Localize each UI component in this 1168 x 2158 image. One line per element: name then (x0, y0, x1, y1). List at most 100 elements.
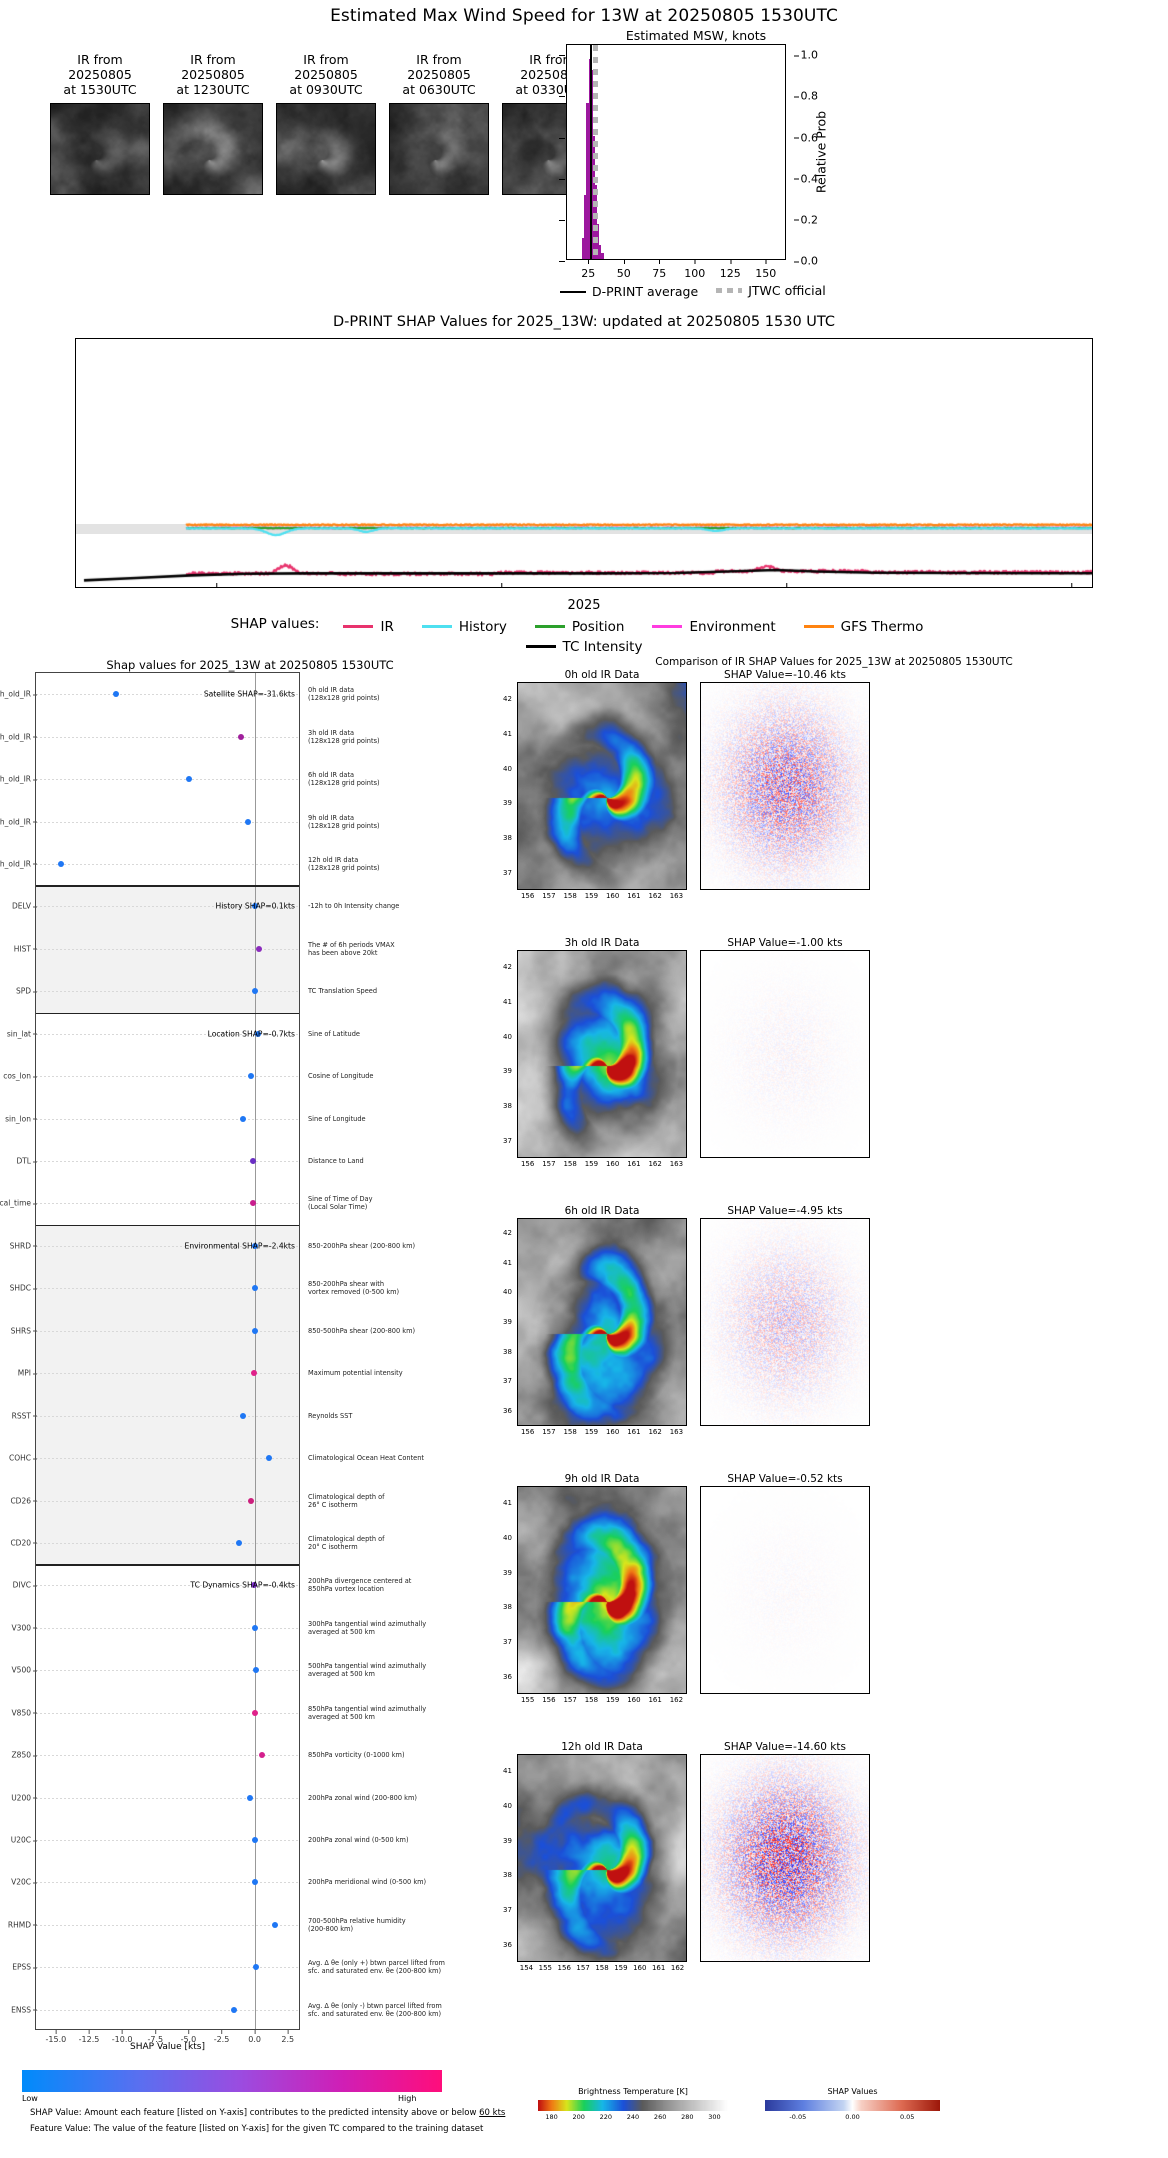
ir-xtick: 163 (669, 892, 684, 900)
shap-timeseries-xlabel: 2025 (567, 598, 601, 613)
dotplot-point[interactable] (252, 1964, 259, 1971)
dprint-average-line (590, 45, 592, 259)
ir-thumbnail-caption: IR from 20250805 at 0930UTC (273, 52, 379, 97)
dotplot-point[interactable] (251, 903, 258, 910)
dotplot-feature-description: 850hPa vorticity (0-1000 km) (308, 1751, 405, 1760)
dotplot-point[interactable] (252, 1624, 259, 1631)
dotplot-point[interactable] (250, 1582, 257, 1589)
dotplot-point[interactable] (231, 2006, 238, 2013)
dotplot-point[interactable] (244, 818, 251, 825)
legend-label: TC Intensity (562, 638, 643, 655)
ir-thumbnail-caption: IR from 20250805 at 0630UTC (386, 52, 492, 97)
dotplot-point[interactable] (254, 1030, 261, 1037)
ir-thumbnail-image (163, 103, 263, 195)
dotplot-point[interactable] (258, 1752, 265, 1759)
dotplot-feature-description: Avg. Δ θe (only -) btwn parcel lifted fr… (308, 2001, 442, 2018)
ir-xtick: 156 (557, 1964, 571, 1972)
dotplot-group-separator (36, 1012, 299, 1014)
dotplot-feature-description: 300hPa tangential wind azimuthally avera… (308, 1619, 427, 1636)
ir-xtick: 157 (563, 1696, 577, 1704)
dotplot-feature-description: 850-500hPa shear (200-800 km) (308, 1326, 416, 1335)
ir-xtick: 158 (563, 1428, 577, 1436)
dotplot-point[interactable] (58, 860, 65, 867)
dotplot-feature-description: -12h to 0h Intensity change (308, 902, 400, 911)
dotplot-feature-description: 200hPa divergence centered at 850hPa vor… (308, 1577, 412, 1594)
dotplot-gridline (36, 1415, 299, 1417)
dotplot-gridline (36, 906, 299, 908)
dotplot-xtick: -2.5 (213, 2030, 230, 2044)
ir-ytick: 38 (503, 1347, 512, 1356)
shap-value-image (700, 950, 870, 1158)
dotplot-point[interactable] (113, 691, 120, 698)
ir-xtick: 161 (627, 892, 641, 900)
brightness-colorbar-tick: 180 (545, 2113, 558, 2121)
ir-xtick: 162 (669, 1696, 684, 1704)
histogram-ytick: 0.2 (793, 213, 818, 227)
dotplot-point[interactable] (252, 1709, 259, 1716)
colorbar-low-label: Low (22, 2094, 38, 2103)
ir-data-image (517, 1486, 687, 1694)
dotplot-feature-description: Maximum potential intensity (308, 1369, 403, 1378)
dotplot-point[interactable] (250, 1158, 257, 1165)
dotplot-feature-label: DELV (12, 901, 37, 911)
dotplot-point[interactable] (252, 1285, 259, 1292)
dotplot-gridline (36, 1924, 299, 1926)
brightness-colorbar-tick: 200 (572, 2113, 585, 2121)
dotplot-point[interactable] (256, 945, 263, 952)
dotplot-point[interactable] (265, 1455, 272, 1462)
dotplot-point[interactable] (246, 1794, 253, 1801)
ts-legend-title: SHAP values: (230, 616, 320, 632)
ir-xtick: 156 (520, 892, 535, 900)
ir-ytick: 42 (503, 963, 512, 972)
shap-colorbar-tick: 0.00 (845, 2113, 860, 2121)
ir-xtick: 163 (669, 1428, 684, 1436)
legend-swatch-icon (716, 288, 743, 293)
dotplot-point[interactable] (240, 1115, 247, 1122)
ir-panel-title: 6h old IR Data (564, 1205, 640, 1217)
dotplot-point[interactable] (240, 1412, 247, 1419)
dotplot-feature-label: SPD (15, 986, 38, 996)
caption-line-1: IR from (303, 52, 349, 67)
ir-data-image (517, 682, 687, 890)
dotplot-point[interactable] (250, 1200, 257, 1207)
dotplot-point[interactable] (252, 1879, 259, 1886)
ir-ytick: 39 (503, 1067, 512, 1076)
dotplot-point[interactable] (236, 1539, 243, 1546)
ir-xtick: 161 (648, 1696, 662, 1704)
ts-legend-gfs-thermo: GFS Thermo (803, 619, 923, 635)
dotplot-feature-label: SHRS (10, 1326, 38, 1336)
dotplot-group-separator (36, 1564, 299, 1566)
dotplot-feature-label: cos_lon (3, 1071, 37, 1081)
ir-xtick: 158 (563, 892, 577, 900)
dotplot-point[interactable] (238, 733, 245, 740)
dotplot-point[interactable] (252, 1327, 259, 1334)
ir-xtick: 162 (648, 892, 662, 900)
dotplot-group-separator (36, 885, 299, 887)
dotplot-point[interactable] (186, 776, 193, 783)
ir-ytick: 38 (503, 1603, 512, 1612)
legend-swatch-icon (803, 625, 834, 628)
dotplot-point[interactable] (252, 1242, 259, 1249)
dotplot-group-total: TC Dynamics SHAP=-0.4kts (190, 1580, 295, 1590)
dotplot-feature-label: RHMD (7, 1920, 38, 1930)
legend-swatch-icon (343, 625, 374, 628)
dotplot-point[interactable] (252, 988, 259, 995)
dotplot-point[interactable] (252, 1667, 259, 1674)
ir-xtick: 159 (605, 1696, 620, 1704)
dotplot-point[interactable] (248, 1497, 255, 1504)
dotplot-gridline (36, 1797, 299, 1799)
dotplot-feature-label: HIST (13, 944, 38, 954)
dotplot-xtick: 2.5 (281, 2030, 295, 2044)
dotplot-point[interactable] (248, 1073, 255, 1080)
shap-colorbar-tick: -0.05 (789, 2113, 807, 2121)
dotplot-point[interactable] (250, 1370, 257, 1377)
dotplot-feature-label: V20C (11, 1877, 37, 1887)
dotplot-point[interactable] (251, 1837, 258, 1844)
dotplot-gridline (36, 1500, 299, 1502)
ir-thumbnail-3: IR from 20250805 at 0630UTC (386, 52, 492, 195)
ir-xtick: 156 (542, 1696, 556, 1704)
dotplot-point[interactable] (272, 1921, 279, 1928)
ir-xtick: 160 (633, 1964, 647, 1972)
ir-xtick: 157 (542, 1428, 556, 1436)
ts-legend-history: History (421, 619, 507, 635)
